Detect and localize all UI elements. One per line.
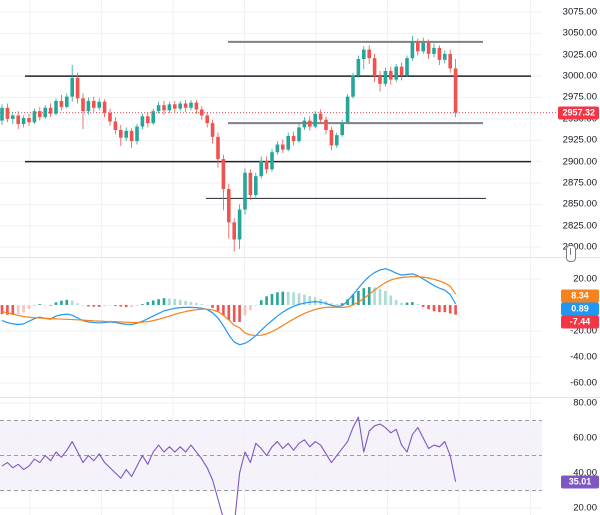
last-price-badge: 2957.32	[558, 106, 599, 120]
axis-tick-label: 2800.00	[562, 241, 597, 253]
axis-tick-label: 3025.00	[562, 48, 597, 60]
axis-tick-label: 60.00	[573, 432, 597, 444]
axis-tick-label: 40.00	[573, 467, 597, 479]
axis-tick-label: -20.00	[570, 325, 597, 337]
axis-tick-label: 80.00	[573, 397, 597, 409]
macd-histogram	[0, 287, 457, 322]
axis-tick-label: 3050.00	[562, 27, 597, 39]
axis-tick-label: 2825.00	[562, 220, 597, 232]
axis-tick-label: 2875.00	[562, 177, 597, 189]
macd-signal-value-badge: 8.34	[561, 289, 599, 303]
rsi-band	[0, 420, 542, 491]
axis-tick-label: 2900.00	[562, 155, 597, 167]
axis-tick-label: 2925.00	[562, 134, 597, 146]
axis-tick-label: 3075.00	[562, 6, 597, 18]
macd-value-badge: 0.89	[561, 302, 599, 316]
rsi-line	[1, 416, 457, 515]
axis-tick-label: 2975.00	[562, 91, 597, 103]
axis-tick-label: 20.00	[573, 273, 597, 285]
axis-tick-label: 3000.00	[562, 70, 597, 82]
axis-tick-label: -60.00	[570, 377, 597, 389]
price-levels[interactable]	[25, 40, 531, 200]
cursor-icon	[566, 245, 576, 262]
signal-line	[1, 276, 457, 337]
rsi-value-badge: 35.01	[561, 475, 599, 489]
macd-histogram-value-badge: -7.44	[561, 315, 599, 329]
macd-line	[1, 268, 457, 346]
axis-tick-label: 2850.00	[562, 198, 597, 210]
axis-tick-label: -40.00	[570, 351, 597, 363]
candles	[0, 35, 458, 252]
axis-tick-label: 20.00	[573, 502, 597, 514]
